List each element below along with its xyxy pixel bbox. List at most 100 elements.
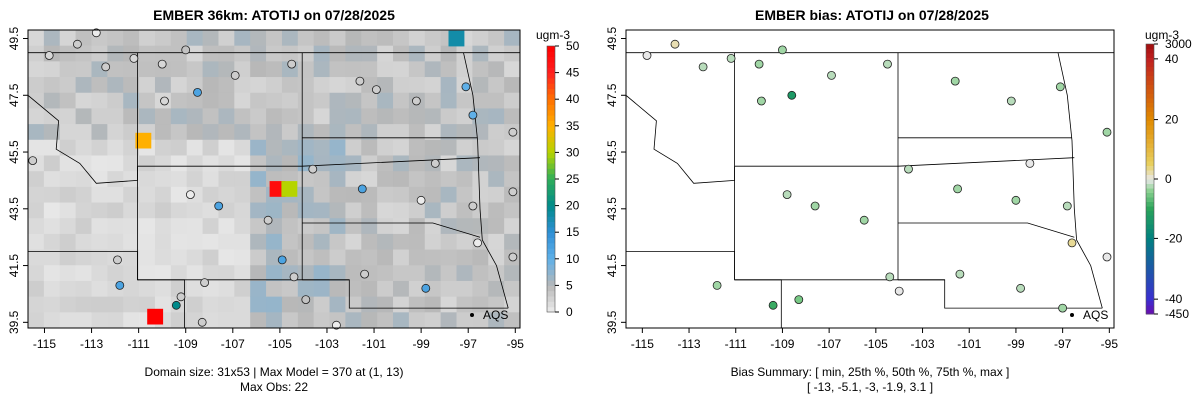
model-grid-cell bbox=[59, 30, 77, 47]
model-grid-cell bbox=[218, 296, 235, 313]
model-grid-cell bbox=[234, 77, 251, 94]
model-grid-cell bbox=[440, 171, 458, 188]
x-tick-label: -101 bbox=[362, 337, 386, 351]
model-grid-cell bbox=[28, 265, 45, 282]
model-grid-cell bbox=[313, 265, 331, 282]
model-grid-cell bbox=[234, 45, 251, 62]
observation-point bbox=[827, 71, 836, 80]
state-border bbox=[898, 222, 1075, 238]
observation-point bbox=[810, 201, 820, 211]
model-grid-cell bbox=[43, 77, 61, 94]
colorbar-segment bbox=[1146, 174, 1154, 180]
model-grid-cell bbox=[408, 108, 426, 125]
model-grid-cell bbox=[186, 139, 204, 156]
colorbar-segment bbox=[1146, 260, 1154, 265]
model-grid-cell bbox=[28, 296, 45, 313]
model-grid-cell bbox=[408, 312, 426, 329]
model-grid-cell bbox=[28, 171, 45, 188]
model-grid-cell bbox=[424, 77, 442, 94]
model-grid-cell bbox=[43, 249, 61, 266]
colorbar-segment bbox=[1146, 161, 1154, 166]
model-grid-cell bbox=[202, 233, 219, 251]
model-grid-cell bbox=[28, 45, 45, 62]
model-grid-cell bbox=[408, 233, 426, 251]
observation-point bbox=[787, 90, 797, 100]
observation-point bbox=[468, 201, 478, 211]
observation-point bbox=[289, 272, 299, 282]
model-grid-cell bbox=[154, 124, 172, 141]
colorbar-tick-label: 20 bbox=[1165, 113, 1179, 127]
observation-point bbox=[642, 51, 652, 60]
model-grid-cell bbox=[281, 30, 299, 47]
model-grid-cell bbox=[59, 249, 77, 266]
model-grid-cell bbox=[266, 30, 283, 47]
colorbar-tick-label: 5 bbox=[566, 278, 573, 292]
observation-point bbox=[287, 59, 297, 69]
model-grid-cell bbox=[186, 61, 204, 78]
model-grid-cell bbox=[123, 202, 140, 219]
model-grid-cell bbox=[313, 124, 331, 141]
model-grid-cell bbox=[504, 108, 521, 125]
model-grid-cell bbox=[139, 249, 156, 266]
model-grid-cell bbox=[139, 108, 156, 125]
observation-point bbox=[1062, 201, 1072, 211]
model-grid-cell bbox=[234, 124, 251, 141]
model-grid-cell bbox=[75, 155, 92, 172]
model-grid-cell bbox=[281, 202, 299, 219]
x-tick-label: -105 bbox=[864, 337, 888, 351]
model-grid-cell bbox=[424, 280, 442, 298]
left-aqs-label: AQS bbox=[483, 308, 508, 322]
right-colorbar-unit: ugm-3 bbox=[1145, 28, 1179, 42]
model-grid-cell bbox=[218, 186, 235, 204]
model-grid-cell bbox=[154, 202, 172, 219]
observation-point bbox=[129, 54, 139, 63]
model-grid-cell bbox=[43, 202, 61, 219]
observation-point bbox=[331, 320, 341, 330]
model-grid-cell bbox=[313, 171, 331, 188]
model-grid-cell bbox=[281, 124, 299, 141]
model-grid-cell bbox=[186, 218, 204, 235]
model-grid-cell bbox=[75, 171, 92, 188]
model-grid-cell bbox=[393, 265, 410, 282]
colorbar-segment bbox=[1146, 116, 1154, 121]
colorbar-segment bbox=[1146, 228, 1154, 234]
model-grid-cell bbox=[28, 186, 45, 204]
model-grid-cell bbox=[59, 61, 77, 78]
model-grid-cell bbox=[75, 280, 92, 298]
model-grid-cell bbox=[329, 218, 346, 235]
model-grid-cell bbox=[202, 61, 219, 78]
colorbar-tick-label: 20 bbox=[566, 199, 580, 213]
model-grid-cell bbox=[345, 296, 362, 313]
model-grid-cell bbox=[281, 45, 299, 62]
x-tick-label: -115 bbox=[33, 337, 56, 351]
model-grid-cell bbox=[393, 218, 410, 235]
y-tick-label: 43.5 bbox=[7, 197, 21, 221]
observation-point bbox=[301, 295, 311, 305]
colorbar-segment bbox=[547, 248, 555, 254]
model-grid-cell bbox=[313, 30, 331, 47]
model-grid-cell bbox=[297, 61, 315, 78]
colorbar-segment bbox=[1146, 309, 1154, 315]
colorbar-segment bbox=[547, 306, 555, 313]
observation-point bbox=[859, 215, 869, 225]
x-tick-label: -97 bbox=[1054, 337, 1072, 351]
colorbar-segment bbox=[1146, 273, 1154, 279]
model-grid-cell bbox=[456, 61, 473, 78]
model-grid-cell bbox=[250, 218, 267, 235]
model-grid-cell bbox=[234, 218, 251, 235]
model-grid-cell bbox=[472, 30, 489, 47]
model-grid-cell bbox=[329, 280, 346, 298]
model-grid-cell bbox=[139, 202, 156, 219]
model-grid-cell bbox=[456, 92, 473, 109]
observation-point bbox=[782, 190, 792, 200]
observation-point bbox=[508, 187, 518, 197]
model-grid-cell bbox=[313, 218, 331, 235]
colorbar-segment bbox=[547, 62, 555, 68]
x-tick-label: -115 bbox=[631, 337, 654, 351]
right-panel: EMBER bias: ATOTIJ on 07/28/2025 -115 -11… bbox=[605, 7, 1192, 394]
colorbar-segment bbox=[547, 189, 555, 196]
model-grid-cell bbox=[43, 108, 61, 125]
y-tick-label: 43.5 bbox=[605, 197, 619, 221]
model-grid-cell bbox=[43, 30, 61, 47]
observation-point bbox=[421, 283, 431, 293]
